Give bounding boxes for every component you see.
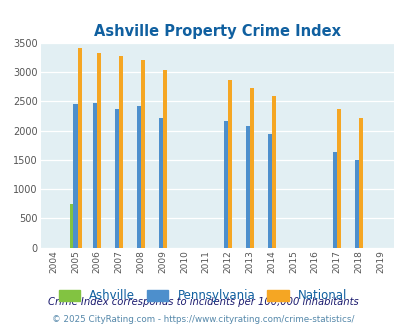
Legend: Ashville, Pennsylvania, National: Ashville, Pennsylvania, National — [54, 285, 351, 307]
Bar — [119, 56, 123, 248]
Bar — [115, 109, 119, 248]
Bar — [97, 53, 101, 248]
Bar — [141, 60, 145, 248]
Text: © 2025 CityRating.com - https://www.cityrating.com/crime-statistics/: © 2025 CityRating.com - https://www.city… — [51, 315, 354, 324]
Bar — [93, 103, 97, 248]
Bar — [162, 70, 166, 248]
Title: Ashville Property Crime Index: Ashville Property Crime Index — [94, 24, 340, 39]
Bar — [249, 88, 254, 248]
Bar — [271, 96, 275, 248]
Bar — [354, 160, 358, 248]
Bar — [245, 126, 249, 248]
Bar — [224, 121, 228, 248]
Text: Crime Index corresponds to incidents per 100,000 inhabitants: Crime Index corresponds to incidents per… — [47, 297, 358, 307]
Bar — [358, 118, 362, 248]
Bar — [336, 109, 341, 248]
Bar — [267, 134, 271, 248]
Bar — [228, 80, 232, 248]
Bar — [332, 152, 336, 248]
Bar — [77, 48, 81, 248]
Bar — [158, 118, 162, 248]
Bar — [70, 204, 72, 248]
Bar — [136, 106, 141, 248]
Bar — [73, 104, 77, 248]
